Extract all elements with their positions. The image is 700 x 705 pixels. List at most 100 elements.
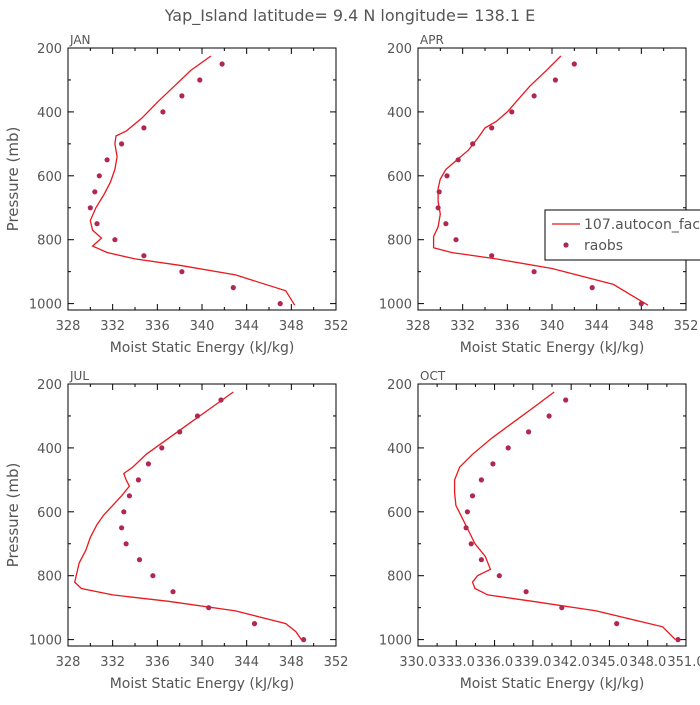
chart-panel-oct: OCT 330.0 333.0 336.0 339.0 342.0 345.0 348.0 35… [379, 369, 700, 692]
x-tick-label: 352 [324, 655, 349, 670]
raobs-point [230, 285, 236, 291]
raobs-point [509, 109, 515, 115]
x-tick-label: 342.0 [553, 655, 590, 670]
raobs-point [489, 125, 495, 131]
y-tick-label: 200 [387, 42, 412, 57]
x-tick-label: 336 [145, 655, 170, 670]
raobs-point [436, 189, 442, 195]
x-tick-label: 340 [540, 319, 565, 334]
model-profile-line [432, 55, 649, 306]
legend-model-label: 107.autocon_fac [584, 217, 700, 233]
x-axis-label: Moist Static Energy (kJ/kg) [110, 340, 295, 356]
model-profile-line [453, 391, 676, 641]
y-tick-label: 600 [37, 170, 62, 185]
raobs-point [104, 157, 110, 163]
x-axis-label: Moist Static Energy (kJ/kg) [460, 340, 645, 356]
y-tick-label: 1000 [29, 634, 62, 649]
raobs-point [589, 285, 595, 291]
raobs-point [96, 173, 102, 179]
raobs-point [571, 61, 577, 67]
plot-frame [417, 47, 687, 311]
y-tick-label: 1000 [379, 298, 412, 313]
panel-title: JUL [69, 369, 89, 383]
x-tick-label: 340 [190, 319, 215, 334]
raobs-point [136, 557, 143, 563]
raobs-point [675, 637, 681, 643]
y-tick-label: 600 [387, 170, 412, 185]
raobs-point [496, 573, 502, 579]
y-tick-label: 1000 [29, 298, 62, 313]
y-tick-label: 1000 [379, 634, 412, 649]
raobs-point [523, 589, 529, 595]
x-tick-label: 352 [324, 319, 349, 334]
y-tick-label: 400 [37, 442, 62, 457]
raobs-point [112, 237, 118, 243]
raobs-point [251, 621, 258, 627]
raobs-point [489, 253, 495, 259]
raobs-point [160, 109, 166, 115]
raobs-point [150, 573, 156, 579]
raobs-point [463, 525, 469, 531]
raobs-point [87, 205, 93, 211]
raobs-point [478, 557, 484, 563]
x-tick-label: 348.0 [629, 655, 666, 670]
raobs-point [464, 509, 470, 515]
plot-frame [67, 47, 337, 311]
y-tick-label: 800 [37, 234, 62, 249]
x-tick-label: 351.0 [667, 655, 700, 670]
raobs-point [563, 397, 569, 403]
x-tick-label: 352 [674, 319, 699, 334]
legend-obs-marker-swatch [563, 242, 569, 248]
raobs-point [490, 461, 496, 467]
raobs-point [219, 61, 225, 67]
panels: JAN 328 332 336 340 344 348 352 200 400 600 800 1000… [4, 33, 700, 692]
x-tick-label: 328 [406, 319, 431, 334]
legend-box [544, 209, 700, 261]
raobs-point [179, 269, 185, 275]
x-tick-label: 344 [234, 319, 259, 334]
x-tick-label: 344 [234, 655, 259, 670]
x-tick-label: 336 [495, 319, 520, 334]
x-axis-label: Moist Static Energy (kJ/kg) [460, 676, 645, 692]
y-axis-label: Pressure (mb) [4, 463, 22, 568]
y-tick-label: 400 [387, 106, 412, 121]
raobs-point [194, 413, 201, 419]
raobs-point [531, 269, 537, 275]
raobs-point [119, 141, 125, 147]
x-tick-label: 345.0 [591, 655, 628, 670]
y-tick-label: 200 [37, 42, 62, 57]
raobs-point [301, 637, 307, 643]
raobs-point [443, 221, 449, 227]
raobs-point [552, 77, 559, 83]
x-tick-label: 330.0 [399, 655, 436, 670]
y-tick-label: 600 [37, 506, 62, 521]
x-tick-label: 344 [584, 319, 609, 334]
y-tick-label: 200 [387, 378, 412, 393]
x-tick-label: 328 [56, 655, 81, 670]
raobs-point [478, 477, 484, 483]
model-profile-line [89, 55, 296, 306]
raobs-point [126, 493, 132, 499]
x-tick-label: 336.0 [476, 655, 513, 670]
raobs-point [170, 589, 176, 595]
raobs-point [123, 541, 129, 547]
chart-panel-jan: JAN 328 332 336 340 344 348 352 200 400 600 800 1000… [4, 33, 348, 356]
y-tick-label: 200 [37, 378, 62, 393]
raobs-point [469, 493, 476, 499]
raobs-point [453, 237, 459, 243]
raobs-point [526, 429, 532, 435]
legend-obs-label: raobs [584, 238, 623, 254]
page-title: Yap_Island latitude= 9.4 N longitude= 13… [164, 6, 536, 26]
x-tick-label: 348 [279, 655, 304, 670]
y-tick-label: 800 [387, 570, 412, 585]
chart-panel-apr: APR 328 332 336 340 344 348 352 200 400 600 800 1000… [379, 33, 699, 356]
raobs-point [470, 141, 476, 147]
x-tick-label: 348 [629, 319, 654, 334]
raobs-point [197, 77, 203, 83]
raobs-point [119, 525, 125, 531]
panel-title: APR [420, 33, 444, 47]
raobs-point [218, 397, 224, 403]
y-tick-label: 400 [37, 106, 62, 121]
raobs-point [505, 445, 511, 451]
y-tick-label: 600 [387, 506, 412, 521]
